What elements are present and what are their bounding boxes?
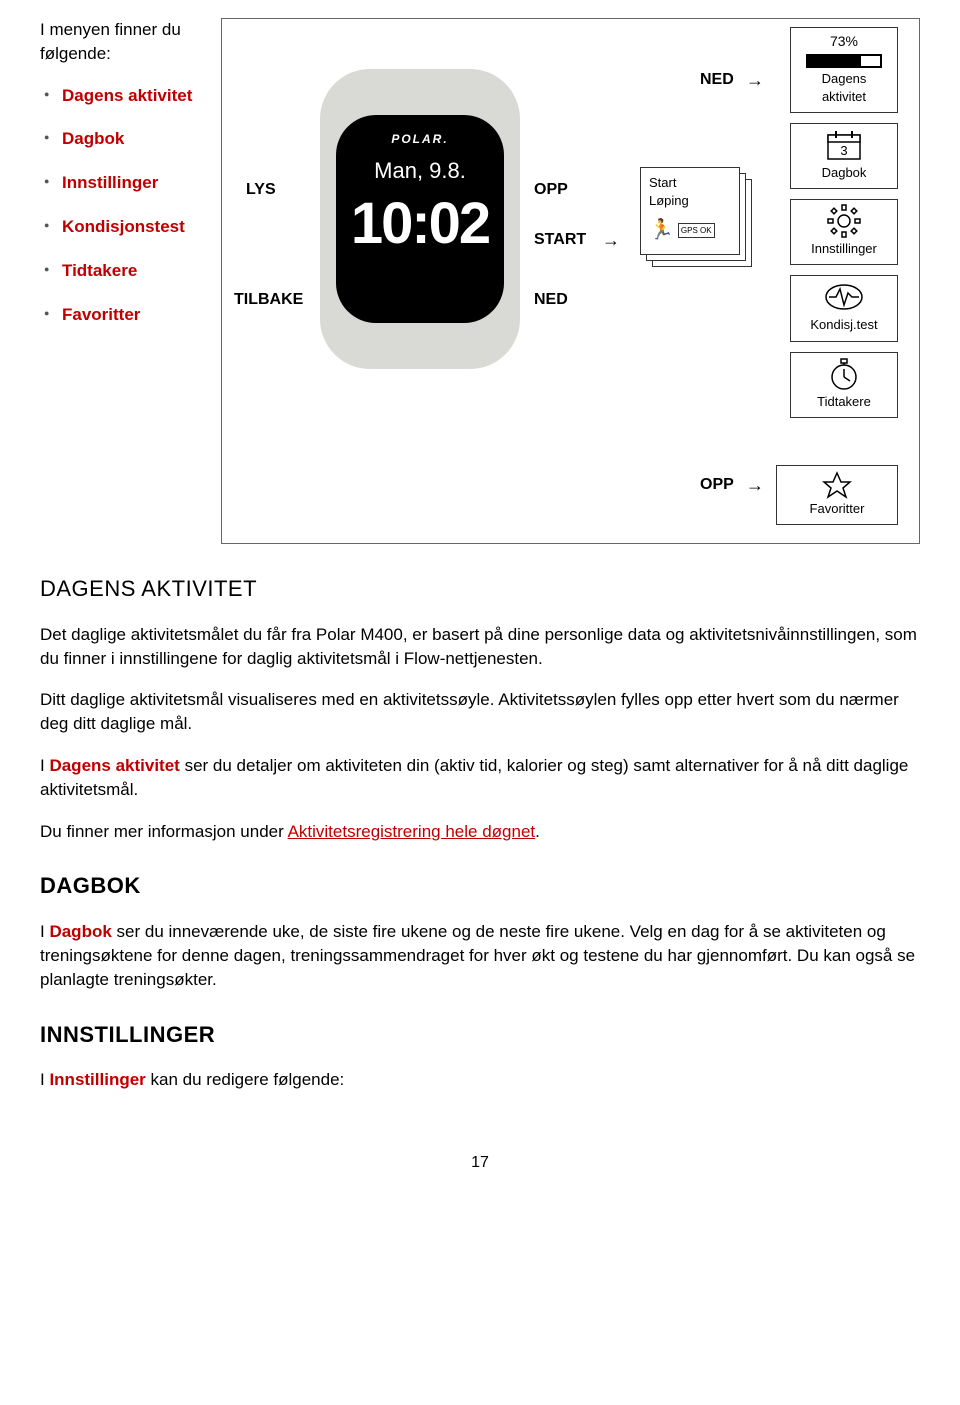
menu-panel: I menyen finner du følgende: Dagens akti… — [40, 18, 222, 544]
menu-item: Favoritter — [62, 303, 209, 327]
nav-opp-label: OPP — [700, 474, 734, 496]
diagram-panel: LYS TILBAKE OPP START → NED NED → OPP → … — [222, 18, 920, 544]
paragraph: Du finner mer informasjon under Aktivite… — [40, 820, 920, 844]
btn-label-lys: LYS — [246, 179, 276, 201]
star-icon — [783, 470, 891, 500]
calendar-icon: 3 — [797, 128, 891, 162]
tile-tidtakere: Tidtakere — [790, 352, 898, 418]
tiles-column: 73% Dagens aktivitet 3 — [790, 27, 900, 428]
watch-time: 10:02 — [336, 195, 504, 253]
nav-ned-label: NED — [700, 69, 734, 91]
menu-intro: I menyen finner du følgende: — [40, 18, 209, 66]
inline-term: Dagens aktivitet — [49, 756, 179, 775]
activity-bar-icon — [806, 54, 882, 68]
menu-list: Dagens aktivitet Dagbok Innstillinger Ko… — [40, 84, 209, 327]
inline-term: Innstillinger — [49, 1070, 145, 1089]
tile-label: Tidtakere — [797, 393, 891, 411]
start-line1: Start — [649, 174, 731, 192]
start-line2: Løping — [649, 192, 731, 210]
paragraph: I Dagens aktivitet ser du detaljer om ak… — [40, 754, 920, 802]
menu-item: Innstillinger — [62, 171, 209, 195]
tile-label: aktivitet — [797, 88, 891, 106]
heading-innstillinger: INNSTILLINGER — [40, 1020, 920, 1051]
watch-date: Man, 9.8. — [336, 156, 504, 187]
gps-badge: GPS OK — [678, 223, 715, 238]
stopwatch-icon — [797, 357, 891, 391]
tile-label: Favoritter — [783, 500, 891, 518]
paragraph: Ditt daglige aktivitetsmål visualiseres … — [40, 688, 920, 736]
paragraph: Det daglige aktivitetsmålet du får fra P… — [40, 623, 920, 671]
btn-label-tilbake: TILBAKE — [234, 289, 303, 311]
menu-item: Dagbok — [62, 127, 209, 151]
svg-text:3: 3 — [840, 143, 847, 158]
heading-dagens-aktivitet: DAGENS AKTIVITET — [40, 574, 920, 605]
watch-brand: POLAR. — [336, 115, 504, 148]
tile-label: Kondisj.test — [797, 316, 891, 334]
heading-dagbok: DAGBOK — [40, 871, 920, 902]
inline-term: Dagbok — [49, 922, 111, 941]
menu-item: Kondisjonstest — [62, 215, 209, 239]
arrow-right-icon: → — [602, 228, 620, 253]
watch-body: POLAR. Man, 9.8. 10:02 — [320, 69, 520, 369]
activity-pct: 73% — [797, 32, 891, 52]
tile-dagbok: 3 Dagbok — [790, 123, 898, 189]
paragraph: I Innstillinger kan du redigere følgende… — [40, 1068, 920, 1092]
tile-activity: 73% Dagens aktivitet — [790, 27, 898, 113]
menu-item: Dagens aktivitet — [62, 84, 209, 108]
tile-label: Innstillinger — [797, 240, 891, 258]
arrow-right-icon: → — [746, 68, 764, 93]
btn-label-start: START — [534, 229, 586, 251]
link-activity-registration[interactable]: Aktivitetsregistrering hele døgnet — [288, 822, 536, 841]
runner-icon: 🏃 — [649, 216, 674, 244]
btn-label-ned: NED — [534, 289, 568, 311]
paragraph: I Dagbok ser du inneværende uke, de sist… — [40, 920, 920, 991]
watch-face: POLAR. Man, 9.8. 10:02 — [336, 115, 504, 323]
tile-favoritter: Favoritter — [776, 465, 898, 525]
gear-icon — [797, 204, 891, 238]
arrow-right-icon: → — [746, 473, 764, 498]
tile-kondisj: Kondisj.test — [790, 275, 898, 341]
menu-item: Tidtakere — [62, 259, 209, 283]
page-number: 17 — [40, 1152, 920, 1174]
btn-label-opp: OPP — [534, 179, 568, 201]
heartbeat-icon — [797, 280, 891, 314]
tile-label: Dagens — [797, 70, 891, 88]
tile-innstillinger: Innstillinger — [790, 199, 898, 265]
tile-label: Dagbok — [797, 164, 891, 182]
